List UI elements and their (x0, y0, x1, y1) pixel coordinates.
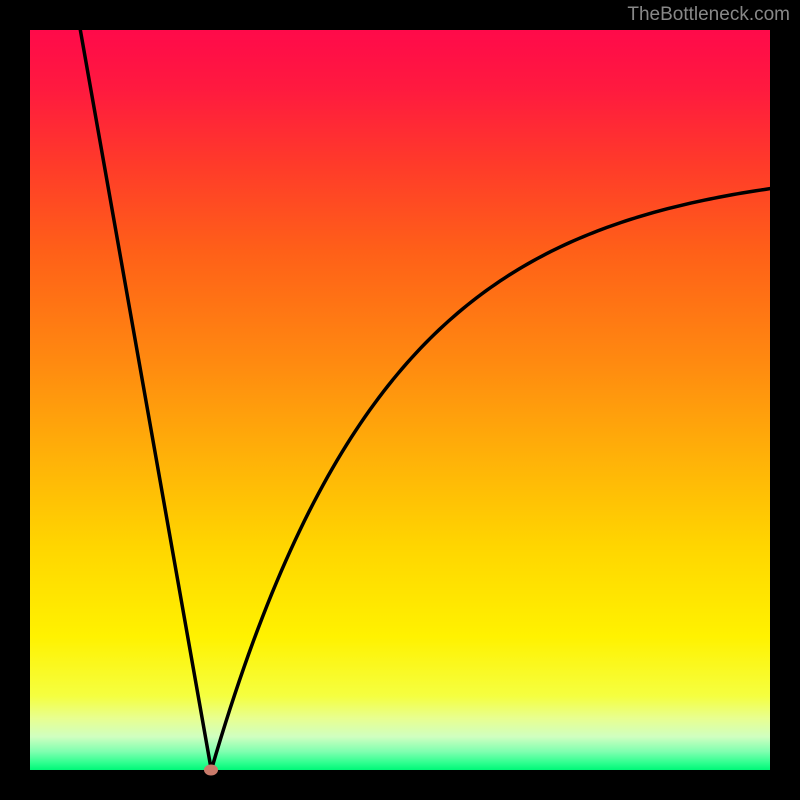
gradient-background (30, 30, 770, 770)
chart-container: TheBottleneck.com (0, 0, 800, 800)
minimum-marker (204, 765, 218, 776)
plot-area (30, 30, 770, 770)
attribution-text: TheBottleneck.com (627, 4, 790, 26)
